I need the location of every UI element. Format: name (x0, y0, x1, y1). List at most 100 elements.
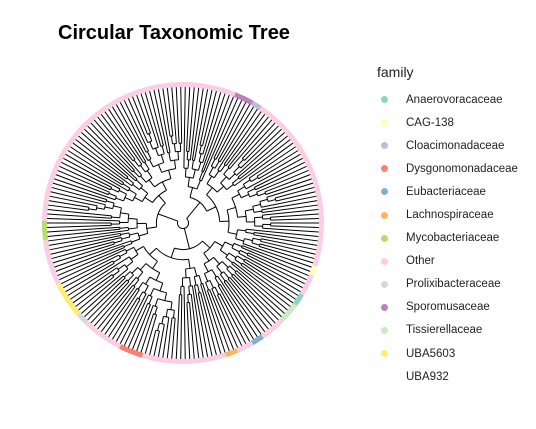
branch-radial (206, 290, 230, 352)
branch-radial (236, 255, 245, 261)
branch-radial (255, 165, 307, 191)
branch-radial (70, 267, 118, 300)
branch-radial (256, 169, 309, 193)
branch-radial (270, 225, 319, 228)
branch-radial (189, 187, 194, 198)
branch-radial (199, 90, 213, 146)
branch-arc (152, 189, 167, 203)
branch-radial (100, 286, 136, 332)
branch-radial (132, 184, 140, 191)
branch-radial (170, 247, 175, 258)
branch-arc (243, 258, 246, 262)
branch-radial (240, 128, 282, 169)
legend-entry: Lachnospiraceae (376, 203, 518, 226)
branch-radial (57, 169, 110, 193)
branch-radial (61, 161, 112, 188)
ring-segment-eubacteriaceae (251, 334, 264, 346)
branch-radial (123, 294, 150, 346)
branch-radial (123, 242, 133, 248)
branch-arc (217, 293, 221, 296)
branch-radial (240, 264, 294, 304)
branch-arc (156, 247, 189, 261)
branch-radial (226, 206, 236, 211)
branch-radial (206, 206, 217, 212)
branch-arc (145, 150, 149, 153)
branch-radial (211, 269, 217, 278)
branch-radial (261, 238, 317, 251)
branch-arc (237, 164, 242, 169)
legend-key (376, 183, 393, 200)
branch-radial (104, 288, 138, 335)
branch-radial (201, 98, 239, 182)
branch-radial (231, 263, 288, 311)
branch-radial (132, 304, 151, 350)
branch-arc (158, 153, 165, 157)
ring-segment-other (299, 273, 314, 296)
branch-radial (75, 276, 115, 307)
branch-radial (245, 231, 254, 235)
branch-arc (159, 322, 165, 325)
branch-arc (132, 193, 137, 202)
legend-dot (381, 373, 388, 381)
branch-arc (149, 276, 163, 284)
branch-radial (111, 106, 147, 162)
branch-radial (78, 135, 129, 178)
branch-radial (189, 302, 195, 359)
branch-radial (59, 165, 111, 191)
branch-radial (47, 224, 112, 228)
legend-entry: Anaerovoracaceae (376, 88, 518, 111)
branch-radial (188, 286, 191, 295)
ring-segment-uba5603 (56, 282, 81, 316)
branch-radial (217, 108, 258, 171)
legend-dot (381, 280, 388, 288)
branch-arc (131, 182, 134, 187)
branch-radial (136, 94, 151, 134)
branch-radial (51, 186, 107, 203)
legend-entries: Anaerovoracaceae CAG-138 Cloacimonadaceae D… (376, 88, 518, 388)
legend-title: family (377, 64, 414, 80)
branch-radial (118, 190, 127, 195)
legend-dot (381, 211, 388, 219)
legend-label: Sporomusaceae (406, 301, 490, 314)
legend-entry: CAG-138 (376, 111, 518, 134)
branch-radial (125, 246, 135, 252)
legend-label: Eubacteriaceae (406, 185, 486, 198)
branch-radial (227, 278, 269, 330)
branch-radial (198, 171, 203, 181)
branch-radial (158, 195, 166, 204)
branch-arc (219, 241, 226, 251)
branch-radial (164, 292, 168, 301)
ring-segment-cloacimonadaceae (251, 100, 262, 111)
branch-radial (52, 182, 107, 201)
branch-radial (202, 96, 234, 173)
branch-radial (166, 87, 174, 136)
branch-radial (63, 157, 121, 190)
branch-radial (266, 182, 314, 198)
branch-radial (161, 145, 165, 154)
branch-radial (202, 92, 222, 155)
legend-entry: Sporomusaceae (376, 296, 518, 319)
ring-segment-tissierellaceae (279, 302, 298, 323)
branch-radial (57, 247, 125, 277)
branch-radial (202, 240, 211, 249)
branch-arc (145, 168, 150, 173)
branch-radial (138, 232, 148, 237)
ring-segment-other (183, 82, 236, 97)
branch-radial (191, 285, 204, 358)
branch-radial (111, 297, 138, 340)
branch-arc (231, 273, 234, 277)
branch-radial (180, 87, 183, 144)
branch-radial (50, 237, 122, 255)
branch-radial (48, 232, 121, 246)
branch-arc (142, 281, 149, 287)
branch-radial (186, 202, 201, 219)
branch-radial (127, 98, 149, 143)
branch-radial (113, 205, 122, 209)
legend-key (376, 276, 393, 293)
branch-radial (213, 100, 243, 159)
branch-radial (198, 275, 203, 284)
branch-radial (144, 196, 153, 203)
branch-arc (147, 132, 151, 135)
branch-radial (261, 195, 317, 208)
legend-entry: Eubacteriaceae (376, 180, 518, 203)
